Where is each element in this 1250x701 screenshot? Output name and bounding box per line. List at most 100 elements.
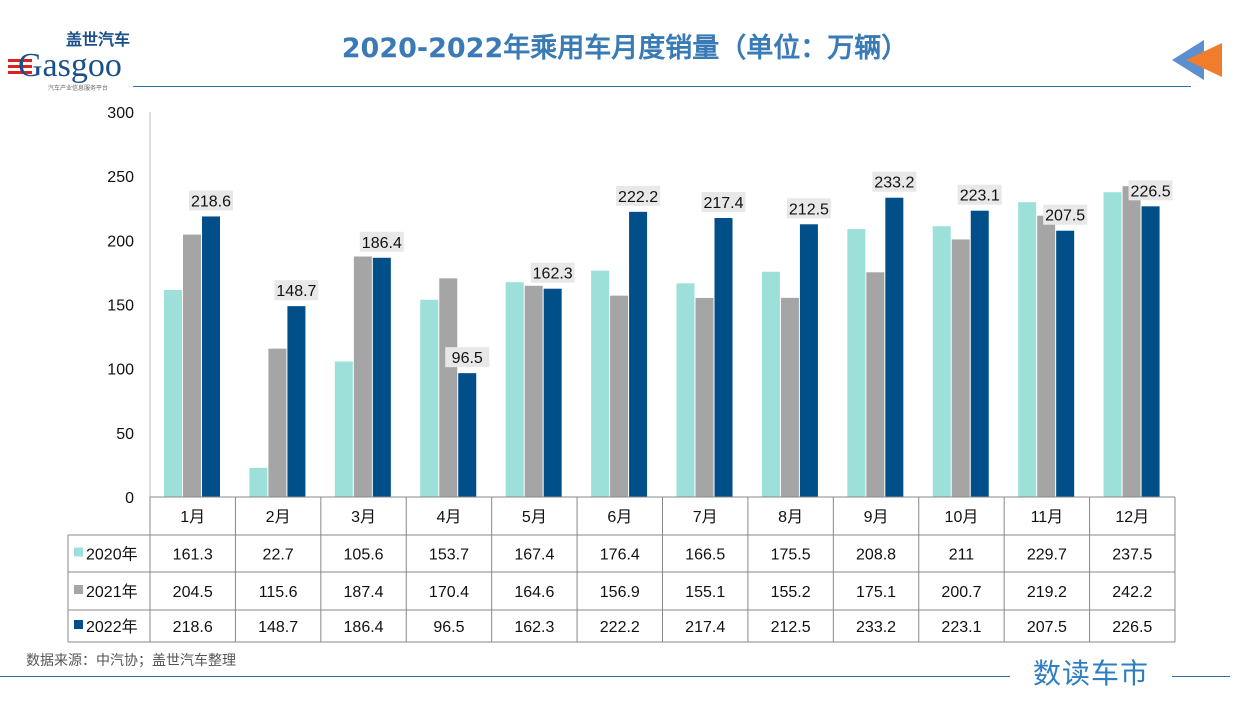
table-cell: 217.4 <box>685 619 725 636</box>
data-label-bg <box>957 184 1002 205</box>
bar <box>372 257 391 497</box>
x-tick-label: 2月 <box>266 509 291 526</box>
data-label: 186.4 <box>362 235 402 252</box>
x-tick-label: 5月 <box>522 509 547 526</box>
data-label: 212.5 <box>789 201 829 218</box>
data-label-bg <box>872 171 917 192</box>
data-label: 96.5 <box>452 350 483 367</box>
table-cell: 222.2 <box>600 619 640 636</box>
arrow-icon <box>1172 40 1222 80</box>
bar <box>1037 215 1056 497</box>
bar <box>676 283 695 497</box>
bar <box>1056 230 1075 498</box>
bar <box>591 270 610 497</box>
x-tick-label: 6月 <box>607 509 632 526</box>
data-label: 217.4 <box>703 195 743 212</box>
legend-swatch <box>74 547 83 557</box>
bar <box>202 216 220 498</box>
table-cell: 105.6 <box>344 547 384 564</box>
data-label: 233.2 <box>874 175 914 192</box>
chart-title: 2020-2022年乘用车月度销量（单位：万辆） <box>341 33 909 64</box>
bar <box>524 285 543 497</box>
y-tick-label: 100 <box>107 362 134 379</box>
x-tick-label: 12月 <box>1115 509 1149 526</box>
bar <box>183 234 201 497</box>
bar <box>420 299 439 497</box>
data-label-bg <box>616 185 661 206</box>
x-tick-label: 4月 <box>437 509 462 526</box>
x-tick-label: 3月 <box>351 509 376 526</box>
table-cell: 155.1 <box>685 584 725 601</box>
bar <box>164 289 182 497</box>
legend-label: 2021年 <box>86 583 138 601</box>
table-cell: 218.6 <box>173 619 213 636</box>
data-label-bg <box>359 231 404 252</box>
table-cell: 200.7 <box>941 584 981 601</box>
bar <box>714 218 733 497</box>
bar <box>439 278 458 497</box>
table-cell: 204.5 <box>173 584 213 601</box>
data-label: 162.3 <box>533 266 573 283</box>
table-cell: 175.5 <box>771 547 811 564</box>
data-label: 223.1 <box>960 188 1000 205</box>
bar <box>847 229 866 498</box>
bar <box>505 282 524 497</box>
brand-logo: 数读车市 <box>1033 657 1150 690</box>
footer-divider-right <box>1172 676 1230 677</box>
bar <box>458 373 477 497</box>
table-cell: 167.4 <box>514 547 554 564</box>
x-tick-label: 8月 <box>778 509 803 526</box>
data-label: 218.6 <box>191 193 231 210</box>
x-tick-label: 11月 <box>1031 509 1064 526</box>
legend-swatch <box>74 585 83 594</box>
table-cell: 187.4 <box>344 584 384 601</box>
table-cell: 212.5 <box>771 619 811 636</box>
bar <box>885 197 904 497</box>
table-cell: 96.5 <box>433 619 464 636</box>
y-tick-label: 200 <box>107 233 134 250</box>
data-label-bg <box>1043 204 1088 225</box>
bar <box>1141 206 1160 497</box>
gasgoo-logo: 盖世汽车 Gasgoo 汽车产业信息服务平台 <box>8 28 148 92</box>
table-cell: 161.3 <box>173 547 213 564</box>
table-cell: 22.7 <box>263 547 294 564</box>
bar <box>249 467 268 497</box>
header-divider <box>133 86 1191 87</box>
bar <box>1122 186 1141 497</box>
logo-cn: 盖世汽车 <box>66 30 130 49</box>
bar <box>543 288 562 497</box>
y-tick-label: 0 <box>125 490 134 507</box>
table-cell: 226.5 <box>1112 619 1152 636</box>
x-tick-label: 1月 <box>180 509 205 526</box>
x-tick-label: 9月 <box>864 509 889 526</box>
table-cell: 148.7 <box>258 619 298 636</box>
data-label-bg <box>530 262 575 283</box>
x-tick-label: 10月 <box>945 509 979 526</box>
table-cell: 242.2 <box>1112 584 1152 601</box>
bar <box>970 210 989 497</box>
legend-swatch <box>74 620 83 629</box>
data-label-bg <box>1128 180 1173 201</box>
table-cell: 176.4 <box>600 547 640 564</box>
bar <box>761 271 780 497</box>
table-cell: 223.1 <box>941 619 981 636</box>
table-cell: 155.2 <box>771 584 811 601</box>
bar <box>951 239 970 497</box>
bar <box>1018 202 1037 498</box>
table-cell: 233.2 <box>856 619 896 636</box>
table-cell: 229.7 <box>1027 547 1067 564</box>
table-cell: 208.8 <box>856 547 896 564</box>
y-tick-label: 50 <box>116 426 134 443</box>
bar <box>866 272 885 497</box>
bar <box>353 256 372 497</box>
table-cell: 164.6 <box>514 584 554 601</box>
source-note: 数据来源：中汽协；盖世汽车整理 <box>26 653 236 669</box>
data-label-bg <box>445 347 490 368</box>
data-label-bg <box>701 192 746 213</box>
bar <box>334 361 353 497</box>
table-cell: 211 <box>949 547 975 564</box>
legend-label: 2022年 <box>86 618 138 636</box>
table-cell: 207.5 <box>1027 619 1067 636</box>
table-cell: 166.5 <box>685 547 725 564</box>
